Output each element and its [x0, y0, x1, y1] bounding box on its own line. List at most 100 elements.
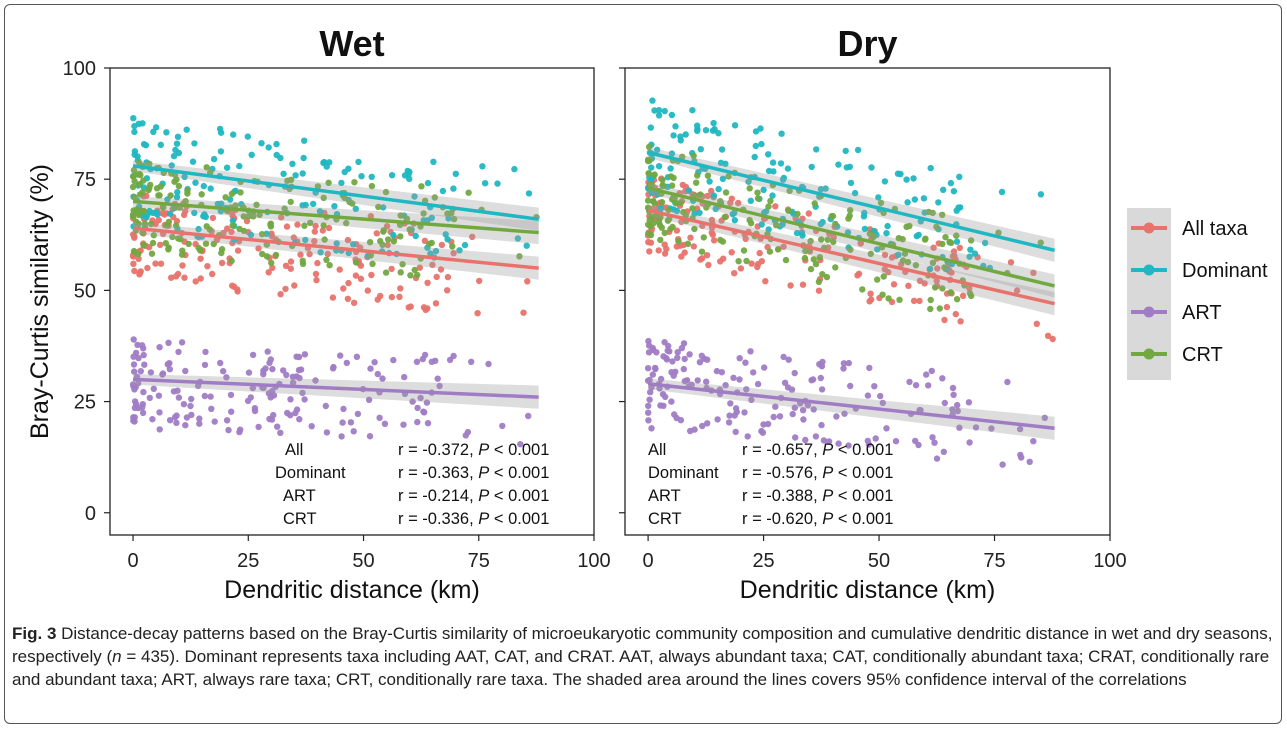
data-point — [691, 426, 698, 433]
data-point — [939, 375, 946, 382]
data-point — [818, 386, 826, 393]
data-point — [823, 273, 831, 281]
data-point — [201, 211, 208, 218]
x-axis-label: Dendritic distance (km) — [740, 576, 996, 604]
data-point — [297, 251, 304, 258]
data-point — [139, 404, 146, 411]
data-point — [715, 185, 722, 193]
data-point — [677, 137, 684, 144]
x-tick-label: 0 — [127, 550, 138, 572]
data-point — [401, 373, 408, 381]
data-point — [299, 257, 306, 264]
data-point — [494, 180, 501, 187]
data-point — [930, 244, 937, 251]
data-point — [172, 222, 180, 229]
data-point — [732, 428, 739, 436]
data-point — [650, 219, 657, 227]
data-point — [267, 220, 274, 227]
series-art — [644, 337, 1049, 468]
data-point — [648, 425, 655, 432]
data-point — [525, 412, 532, 420]
data-point — [244, 133, 251, 140]
stats-group: CRT — [648, 510, 682, 528]
data-point — [754, 189, 761, 196]
data-point — [1033, 320, 1041, 327]
data-point — [140, 388, 147, 396]
data-point — [374, 296, 381, 303]
data-point — [820, 437, 828, 444]
data-point — [191, 140, 198, 147]
data-point — [196, 415, 203, 422]
fit-line — [132, 199, 539, 235]
data-point — [772, 403, 779, 410]
data-point — [685, 187, 692, 194]
data-point — [136, 181, 143, 188]
data-point — [289, 160, 296, 167]
data-point — [921, 280, 928, 287]
data-point — [175, 235, 182, 242]
data-point — [854, 146, 862, 154]
data-point — [236, 162, 243, 170]
data-point — [901, 250, 909, 257]
data-point — [923, 371, 930, 378]
data-point — [191, 209, 198, 217]
data-point — [704, 356, 711, 363]
data-point — [742, 235, 749, 242]
data-point — [942, 234, 949, 241]
data-point — [407, 303, 414, 310]
data-point — [150, 128, 157, 135]
data-point — [743, 257, 750, 265]
data-point — [130, 260, 137, 267]
data-point — [192, 179, 199, 186]
data-point — [207, 185, 214, 192]
data-point — [299, 389, 306, 397]
data-point — [664, 217, 672, 224]
data-point — [718, 146, 726, 153]
legend-marker — [1143, 348, 1155, 360]
data-point — [905, 282, 912, 289]
data-point — [173, 419, 180, 426]
data-point — [812, 433, 820, 440]
data-point — [184, 187, 191, 194]
data-point — [140, 177, 147, 184]
data-point — [904, 199, 911, 206]
data-point — [283, 371, 290, 379]
data-point — [680, 365, 687, 373]
data-point — [355, 158, 362, 166]
data-point — [766, 248, 774, 255]
data-point — [412, 232, 419, 240]
data-point — [867, 250, 874, 258]
data-point — [706, 178, 713, 185]
data-point — [292, 409, 299, 417]
data-point — [844, 229, 852, 236]
data-point — [904, 258, 912, 266]
data-point — [404, 167, 411, 175]
data-point — [465, 189, 472, 196]
data-point — [799, 407, 807, 414]
data-point — [864, 392, 872, 399]
data-point — [709, 127, 717, 134]
data-point — [866, 364, 873, 372]
fit-line — [132, 226, 539, 270]
fit-line — [647, 382, 1055, 430]
data-point — [1007, 259, 1015, 266]
data-point — [884, 222, 891, 230]
legend-label: CRT — [1182, 344, 1223, 366]
data-point — [131, 232, 138, 240]
data-point — [207, 393, 214, 400]
data-point — [400, 421, 407, 428]
data-point — [736, 376, 743, 383]
data-point — [229, 217, 237, 224]
data-point — [999, 461, 1006, 468]
data-point — [289, 379, 297, 386]
data-point — [338, 179, 345, 187]
data-point — [388, 172, 396, 179]
data-point — [689, 107, 696, 114]
data-point — [764, 420, 772, 428]
data-point — [366, 433, 374, 440]
data-point — [380, 227, 387, 234]
data-point — [141, 220, 149, 228]
data-point — [788, 386, 796, 393]
data-point — [966, 253, 973, 260]
data-point — [925, 382, 932, 389]
